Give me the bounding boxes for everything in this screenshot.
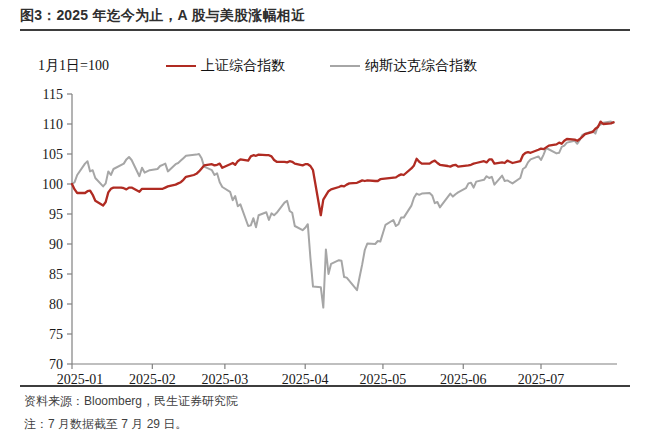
line-chart: 7075808590951001051101152025-012025-0220… xyxy=(0,0,650,437)
y-tick-label: 70 xyxy=(49,357,63,372)
y-tick-label: 95 xyxy=(49,207,63,222)
y-tick-label: 80 xyxy=(49,297,63,312)
y-tick-label: 100 xyxy=(42,177,63,192)
series-line-sse xyxy=(72,122,614,216)
data-cutoff-note: 注：7 月数据截至 7 月 29 日。 xyxy=(24,416,624,433)
series-line-nasdaq xyxy=(72,122,614,308)
figure-panel: 图3：2025 年迄今为止，A 股与美股涨幅相近 1月1日=100 上证综合指数… xyxy=(0,0,650,437)
footer-rule xyxy=(20,385,630,387)
y-tick-label: 85 xyxy=(49,267,63,282)
y-tick-label: 115 xyxy=(43,87,63,102)
y-tick-label: 90 xyxy=(49,237,63,252)
y-tick-label: 75 xyxy=(49,327,63,342)
y-tick-label: 110 xyxy=(43,117,63,132)
source-note: 资料来源：Bloomberg，民生证券研究院 xyxy=(24,393,624,410)
y-tick-label: 105 xyxy=(42,147,63,162)
